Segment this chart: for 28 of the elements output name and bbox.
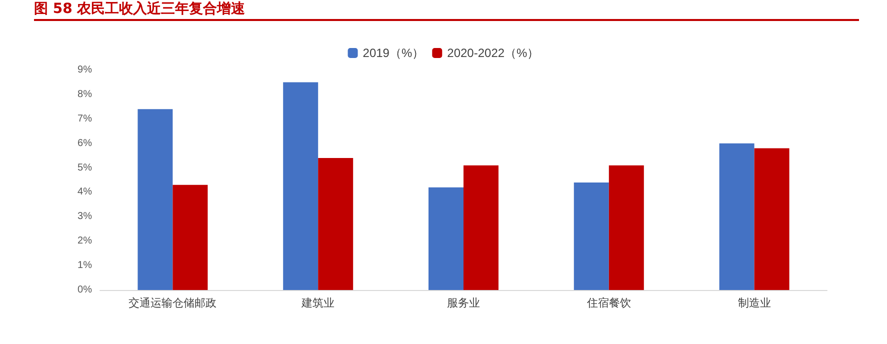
x-tick-label: 建筑业	[300, 296, 335, 310]
y-tick-label: 2%	[78, 236, 92, 247]
legend-label: 2019（%）	[362, 46, 424, 60]
bar	[574, 182, 609, 290]
bar	[138, 109, 173, 290]
y-tick-label: 5%	[78, 162, 92, 174]
y-tick-label: 9%	[78, 64, 92, 76]
bar	[608, 165, 644, 290]
bar	[754, 148, 790, 290]
y-tick-label: 3%	[78, 211, 92, 222]
bar	[283, 82, 318, 290]
bar	[318, 158, 354, 290]
bar	[464, 165, 498, 290]
y-tick-label: 4%	[78, 186, 92, 198]
bar	[428, 187, 464, 290]
bar	[172, 184, 208, 290]
legend-label: 2020-2022（%）	[447, 46, 540, 60]
x-tick-label: 交通运输仓储邮政	[128, 296, 217, 310]
y-tick-label: 6%	[78, 138, 92, 149]
y-tick-label: 8%	[78, 88, 92, 100]
x-tick-label: 服务业	[447, 296, 480, 310]
x-tick-label: 住宿餐饮	[586, 296, 631, 310]
chart-title: 图 58 农民工收入近三年复合增速	[34, 0, 246, 18]
y-tick-label: 1%	[78, 260, 92, 272]
y-tick-label: 0%	[78, 284, 92, 296]
y-tick-label: 7%	[78, 113, 92, 124]
bar	[719, 143, 754, 290]
x-tick-label: 制造业	[738, 296, 771, 310]
